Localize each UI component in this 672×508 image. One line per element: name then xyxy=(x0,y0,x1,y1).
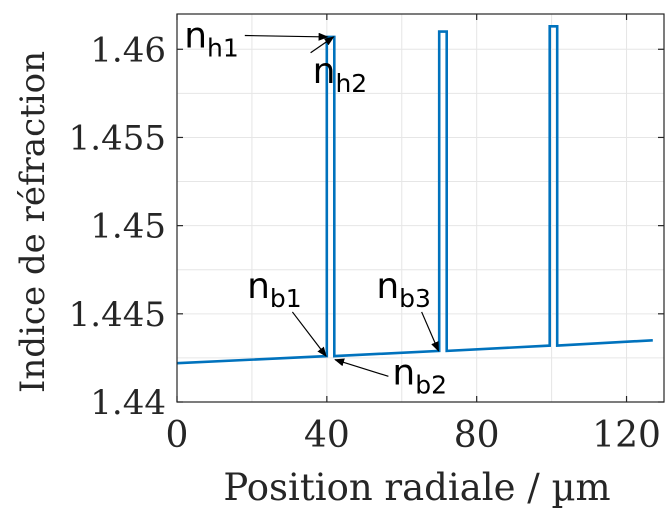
annotation-n-b2: nb2 xyxy=(334,352,447,399)
annotation-arrow xyxy=(310,36,335,54)
annotation-arrow xyxy=(334,358,389,377)
y-tick-label: 1.44 xyxy=(90,383,166,423)
annotation-label: nb3 xyxy=(376,266,431,313)
annotation-arrow xyxy=(291,311,327,357)
annotation-arrow xyxy=(244,32,329,41)
y-tick-label: 1.46 xyxy=(90,30,166,70)
y-axis: 1.44 1.445 1.45 1.455 1.46 xyxy=(69,30,664,423)
annotation-label: nh1 xyxy=(184,16,239,63)
x-tick-label: 120 xyxy=(592,415,661,456)
annotation-label: nb2 xyxy=(392,352,447,399)
y-tick-label: 1.445 xyxy=(69,295,166,335)
annotations: nh1 nh2 nb1 nb3 nb2 xyxy=(184,16,447,400)
y-axis-label: Indice de réfraction xyxy=(13,51,53,393)
annotation-arrow xyxy=(421,311,440,352)
x-tick-label: 0 xyxy=(166,415,189,456)
plot-frame xyxy=(176,13,665,403)
y-tick-label: 1.45 xyxy=(90,207,166,247)
x-axis: 0 40 80 120 xyxy=(166,14,661,456)
annotation-n-h1: nh1 xyxy=(184,16,329,63)
y-tick-label: 1.455 xyxy=(69,118,166,158)
grid xyxy=(177,14,664,402)
x-axis-label: Position radiale / µm xyxy=(223,466,610,508)
x-tick-label: 80 xyxy=(454,415,500,456)
annotation-n-b1: nb1 xyxy=(247,266,327,357)
annotation-label: nb1 xyxy=(247,266,302,313)
annotation-n-h2: nh2 xyxy=(310,36,368,98)
annotation-label: nh2 xyxy=(313,51,368,98)
x-tick-label: 40 xyxy=(304,415,350,456)
annotation-n-b3: nb3 xyxy=(376,266,440,352)
